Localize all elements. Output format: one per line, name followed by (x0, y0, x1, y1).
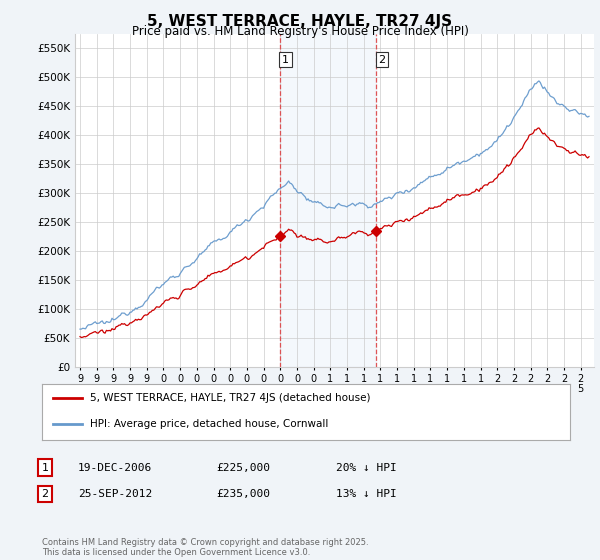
Text: 2: 2 (379, 55, 386, 64)
Text: 13% ↓ HPI: 13% ↓ HPI (336, 489, 397, 499)
Text: 1: 1 (282, 55, 289, 64)
Text: £225,000: £225,000 (216, 463, 270, 473)
Text: 5, WEST TERRACE, HAYLE, TR27 4JS: 5, WEST TERRACE, HAYLE, TR27 4JS (148, 14, 452, 29)
Text: 19-DEC-2006: 19-DEC-2006 (78, 463, 152, 473)
Text: 25-SEP-2012: 25-SEP-2012 (78, 489, 152, 499)
Text: 5, WEST TERRACE, HAYLE, TR27 4JS (detached house): 5, WEST TERRACE, HAYLE, TR27 4JS (detach… (89, 393, 370, 403)
Text: HPI: Average price, detached house, Cornwall: HPI: Average price, detached house, Corn… (89, 419, 328, 429)
Text: Contains HM Land Registry data © Crown copyright and database right 2025.
This d: Contains HM Land Registry data © Crown c… (42, 538, 368, 557)
Text: Price paid vs. HM Land Registry's House Price Index (HPI): Price paid vs. HM Land Registry's House … (131, 25, 469, 38)
Bar (280, 34, 376, 367)
Text: 1: 1 (41, 463, 49, 473)
Text: £235,000: £235,000 (216, 489, 270, 499)
Text: 20% ↓ HPI: 20% ↓ HPI (336, 463, 397, 473)
Text: 2: 2 (41, 489, 49, 499)
